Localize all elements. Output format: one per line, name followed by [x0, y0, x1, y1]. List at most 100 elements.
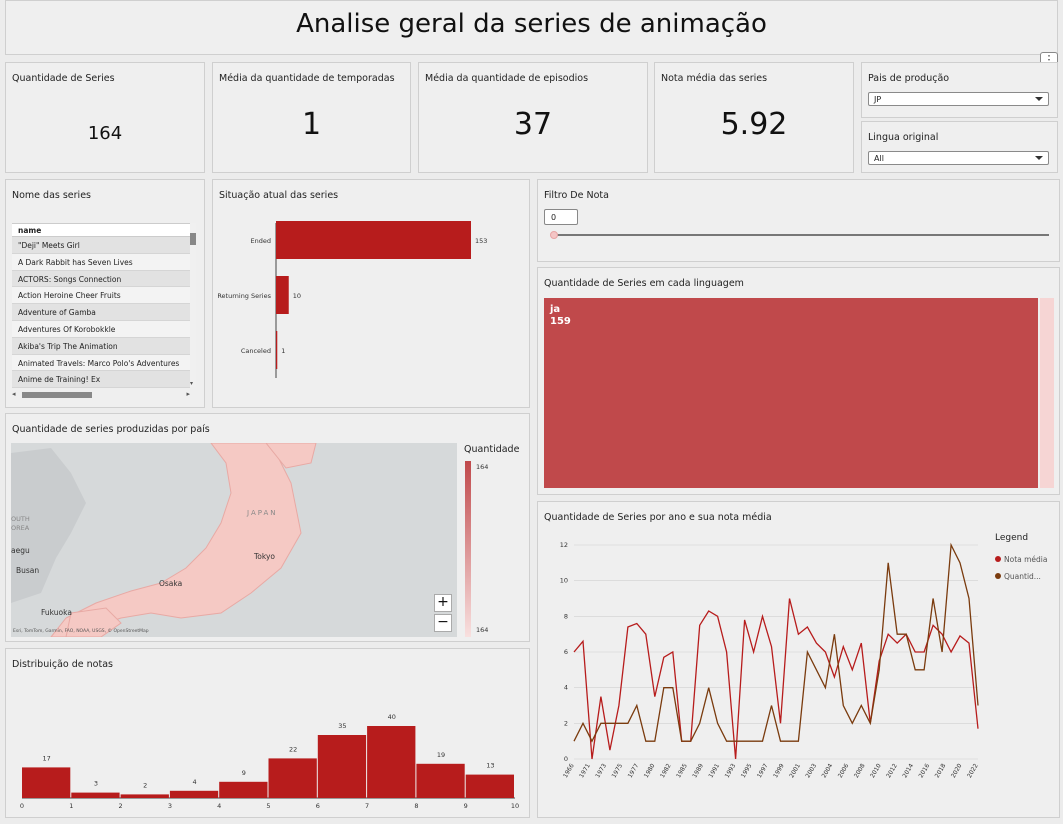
- horizontal-scrollbar[interactable]: ◂ ▸: [12, 390, 190, 399]
- series-line[interactable]: [573, 598, 979, 760]
- x-tick-label: 7: [365, 802, 369, 810]
- map-label-daegu: aegu: [11, 546, 30, 555]
- bar-value-label: 9: [242, 769, 246, 777]
- series-list-panel: Nome das series name "Deji" Meets Girl A …: [5, 179, 205, 408]
- table-row[interactable]: Anime de Training! Ex: [12, 371, 190, 389]
- histogram-bar[interactable]: [22, 767, 71, 798]
- series-line[interactable]: [573, 542, 979, 743]
- table-header[interactable]: name: [12, 223, 190, 237]
- bar-value-label: 22: [289, 745, 297, 753]
- bar-value-label: 19: [437, 751, 445, 759]
- filter-label: Filtro De Nota: [544, 190, 609, 201]
- x-tick-label: 2: [119, 802, 123, 810]
- bar[interactable]: [276, 221, 471, 259]
- table-row[interactable]: Adventure of Gamba: [12, 304, 190, 321]
- x-tick-label: 2020: [950, 762, 964, 779]
- rating-input[interactable]: 0: [544, 209, 578, 225]
- histogram-bar[interactable]: [219, 781, 268, 798]
- scrollbar-thumb[interactable]: [22, 392, 92, 398]
- country-select[interactable]: JP: [868, 92, 1049, 106]
- table-row[interactable]: A Dark Rabbit has Seven Lives: [12, 253, 190, 271]
- bar[interactable]: [276, 331, 278, 369]
- x-tick-label: 9: [464, 802, 468, 810]
- bar[interactable]: [276, 276, 289, 314]
- map-panel: Quantidade de series produzidas por país…: [5, 413, 530, 642]
- rating-filter: Filtro De Nota 0: [537, 179, 1060, 262]
- table-row[interactable]: ACTORS: Songs Connection: [12, 270, 190, 288]
- language-select[interactable]: All: [868, 151, 1049, 165]
- map-legend-gradient: [465, 461, 471, 637]
- histogram-bar[interactable]: [268, 758, 317, 798]
- status-bar-chart: Ended 153 Returning Series 10 Canceled 1: [217, 221, 487, 378]
- legend-label: Quantid...: [1004, 572, 1041, 581]
- histogram-bar[interactable]: [169, 790, 219, 798]
- kpi-avg-seasons: Média da quantidade de temporadas 1: [212, 62, 411, 173]
- map-label-osaka: Osaka: [159, 579, 182, 588]
- legend-max: 164: [476, 463, 489, 471]
- map-label-busan: Busan: [16, 566, 39, 575]
- rating-slider-track[interactable]: [554, 234, 1049, 236]
- panel-title: Quantidade de Series em cada linguagem: [544, 278, 744, 289]
- treemap-value: 159: [550, 316, 571, 327]
- page-title: Analise geral da series de animação: [296, 9, 767, 39]
- bar-value-label: 40: [388, 713, 396, 721]
- zoom-out-button[interactable]: −: [434, 614, 452, 632]
- rating-slider-handle[interactable]: [550, 231, 558, 239]
- treemap-cell-other[interactable]: [1040, 298, 1054, 488]
- x-tick-label: 1971: [578, 762, 592, 779]
- histogram-bar[interactable]: [367, 726, 416, 798]
- series-table: name "Deji" Meets Girl A Dark Rabbit has …: [12, 223, 190, 389]
- histogram-bar[interactable]: [71, 792, 120, 798]
- x-tick-label: 4: [217, 802, 221, 810]
- map-label-korea: OREA: [11, 524, 30, 532]
- x-tick-label: 2012: [885, 762, 899, 779]
- legend-item[interactable]: Nota média: [995, 555, 1047, 564]
- y-tick-label: 10: [560, 577, 568, 585]
- kpi-label: Quantidade de Series: [12, 73, 115, 84]
- scrollbar-thumb[interactable]: [190, 233, 196, 245]
- y-tick-label: 12: [560, 541, 568, 549]
- x-tick-label: 5: [266, 802, 270, 810]
- x-tick-label: 2022: [966, 762, 980, 779]
- japan-map[interactable]: JAPAN Tokyo Osaka Fukuoka Busan aegu OUT…: [11, 443, 457, 637]
- map-label-fukuoka: Fukuoka: [41, 608, 72, 617]
- treemap-cell-ja[interactable]: ja 159: [544, 298, 1038, 488]
- language-filter: Lingua original All: [861, 121, 1058, 173]
- table-row[interactable]: Animated Travels: Marco Polo's Adventure…: [12, 354, 190, 372]
- legend-item[interactable]: Quantid...: [995, 572, 1041, 581]
- rating-histogram: 17 3 2 4 9 22 35 40 19 13 0 1 2 3 4 5 6 7 8 9 10: [20, 713, 519, 810]
- map-label-japan: JAPAN: [246, 509, 278, 517]
- histogram-bar[interactable]: [465, 774, 514, 798]
- x-tick-label: 1989: [691, 762, 705, 779]
- zoom-in-button[interactable]: +: [434, 594, 452, 612]
- scroll-left-icon[interactable]: ◂: [12, 390, 16, 398]
- filter-label: Pais de produção: [868, 73, 950, 84]
- table-row[interactable]: Adventures Of Korobokkle: [12, 320, 190, 338]
- vertical-scrollbar[interactable]: ▾: [190, 223, 196, 387]
- legend-title: Legend: [995, 533, 1029, 543]
- legend-dot-icon: [995, 556, 1001, 562]
- scroll-down-icon[interactable]: ▾: [190, 380, 194, 387]
- x-tick-label: 1997: [756, 762, 770, 779]
- bar-value-label: 2: [143, 781, 147, 789]
- x-tick-label: 2018: [934, 762, 948, 779]
- histogram-bar[interactable]: [416, 763, 465, 798]
- panel-title: Nome das series: [12, 190, 91, 201]
- panel-title: Situação atual das series: [219, 190, 339, 201]
- table-row[interactable]: Akiba's Trip The Animation: [12, 337, 190, 355]
- value-label: 10: [293, 292, 301, 300]
- histogram-bar[interactable]: [120, 794, 169, 798]
- table-row[interactable]: Action Heroine Cheer Fruits: [12, 287, 190, 305]
- histogram-bar[interactable]: [317, 735, 367, 798]
- x-tick-label: 2016: [918, 762, 932, 779]
- map-label-south: OUTH: [11, 515, 30, 523]
- value-label: 153: [475, 237, 487, 245]
- select-value: JP: [874, 95, 882, 104]
- kpi-value: 1: [301, 107, 322, 142]
- bar-value-label: 13: [486, 762, 494, 770]
- x-tick-label: 2010: [869, 762, 883, 779]
- scroll-right-icon[interactable]: ▸: [186, 390, 190, 398]
- legend-label: Nota média: [1004, 555, 1048, 564]
- table-row[interactable]: "Deji" Meets Girl: [12, 237, 190, 254]
- bar-value-label: 4: [192, 778, 196, 786]
